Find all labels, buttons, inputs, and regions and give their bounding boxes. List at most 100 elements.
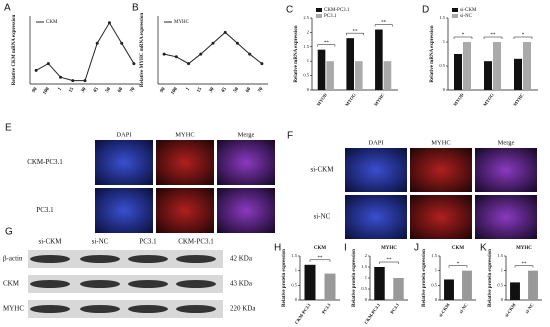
significance-bracket [374, 24, 393, 27]
blot-band [176, 305, 216, 313]
point [71, 79, 75, 83]
x-tick-label: si-NC [524, 302, 534, 314]
y-tick-label: 1.5 [361, 264, 367, 269]
point [34, 68, 38, 72]
micrograph [475, 195, 537, 239]
y-tick-label: 1.5 [497, 253, 503, 258]
micrograph [345, 195, 407, 239]
x-tick-label: si-CKM [504, 302, 517, 318]
lane-label: si-NC [92, 238, 109, 246]
x-tick-label: PC3.1 [321, 302, 332, 315]
x-tick-label: si-CKM [438, 302, 451, 318]
significance-label: ** [353, 29, 359, 34]
significance-bracket [448, 265, 468, 268]
y-tick-label: 1 [443, 39, 445, 44]
significance-bracket [379, 261, 399, 264]
legend-swatch [316, 8, 322, 12]
legend-label: MYHC [174, 20, 190, 25]
significance-bracket [483, 36, 503, 39]
x-tick-label: 100 [43, 87, 52, 96]
point [199, 52, 203, 56]
band-size: 42 KDa [230, 255, 253, 263]
micrograph [95, 188, 153, 233]
micrograph [156, 188, 214, 233]
x-tick-label: MYOD [452, 92, 465, 107]
x-tick-label: CKM-PC3.1 [294, 302, 312, 325]
blot-background [28, 250, 223, 268]
blot-band [30, 255, 70, 263]
significance-bracket [309, 259, 331, 262]
blot-background [28, 275, 223, 293]
y-tick-label: 1.5 [439, 15, 445, 20]
legend-label: CKM [46, 20, 58, 25]
panel-label: F [287, 131, 293, 142]
y-tick-label: 0 [501, 297, 504, 302]
band-label: β-actin [3, 255, 23, 263]
panel-label: E [5, 123, 12, 134]
x-tick-label: MYHC [373, 92, 385, 107]
y-axis-label: Relative protein expression [352, 249, 357, 307]
x-tick-label: si-NC [458, 302, 468, 314]
point [132, 62, 136, 66]
bar [510, 282, 520, 300]
bar [493, 42, 501, 90]
column-label: Merge [238, 131, 255, 138]
x-tick-label: 90 [160, 87, 167, 94]
blot-band [176, 280, 216, 288]
panel-label: G [5, 227, 13, 238]
legend-label: PC3.1 [324, 14, 337, 19]
x-tick-label: 70 [129, 87, 136, 94]
legend-swatch [452, 8, 458, 12]
x-tick-label: MYOG [482, 92, 495, 107]
x-tick-label: 45 [221, 87, 228, 94]
x-tick-label: MYOG [344, 92, 357, 107]
column-label: DAPI [116, 131, 131, 138]
legend-label: CKM-PC3.1 [324, 8, 350, 13]
point [248, 52, 252, 56]
legend-swatch [316, 14, 322, 18]
y-tick-label: 2.5 [303, 15, 309, 20]
point [46, 62, 50, 66]
significance-bracket [317, 44, 336, 47]
y-tick-label: 1 [307, 58, 309, 63]
bar [514, 58, 522, 90]
bar [375, 29, 383, 90]
bar [462, 270, 472, 300]
x-tick-label: MYOD [316, 92, 329, 107]
chart-title: MYHC [381, 246, 397, 251]
chart-title: CKM [452, 246, 465, 251]
blot-band [80, 305, 120, 313]
point [187, 62, 191, 66]
x-tick-label: 15 [196, 87, 203, 94]
point [174, 55, 178, 59]
bar [355, 61, 363, 90]
blot-band [30, 280, 70, 288]
micrograph [156, 140, 214, 185]
significance-label: ** [324, 41, 330, 46]
y-tick-label: 0.5 [497, 282, 503, 287]
blot-band [128, 305, 168, 313]
x-tick-label: PC3.1 [389, 302, 400, 315]
bar [528, 270, 538, 300]
bar [317, 49, 326, 90]
panel-label: H [274, 243, 281, 254]
micrograph [217, 140, 275, 185]
y-tick-label: 2 [365, 253, 367, 258]
significance-label: ** [522, 262, 528, 267]
y-tick-label: 1.5 [431, 253, 437, 258]
y-tick-label: 0 [443, 87, 446, 92]
bar [324, 273, 336, 300]
lane-label: CKM-PC3.1 [178, 238, 214, 246]
significance-bracket [346, 32, 364, 36]
micrograph [410, 148, 472, 192]
bar [374, 267, 385, 300]
y-axis-label: Relative MYHC mRNA expression [140, 13, 145, 87]
point [83, 79, 87, 83]
y-axis-label: Relative protein expression [422, 249, 427, 307]
x-tick-label: 1 [186, 87, 192, 92]
micrograph [475, 148, 537, 192]
x-tick-label: CKM-PC3.1 [363, 302, 381, 325]
significance-bracket [513, 36, 533, 39]
chart-title: MYHC [516, 246, 532, 251]
blot-band [128, 280, 168, 288]
